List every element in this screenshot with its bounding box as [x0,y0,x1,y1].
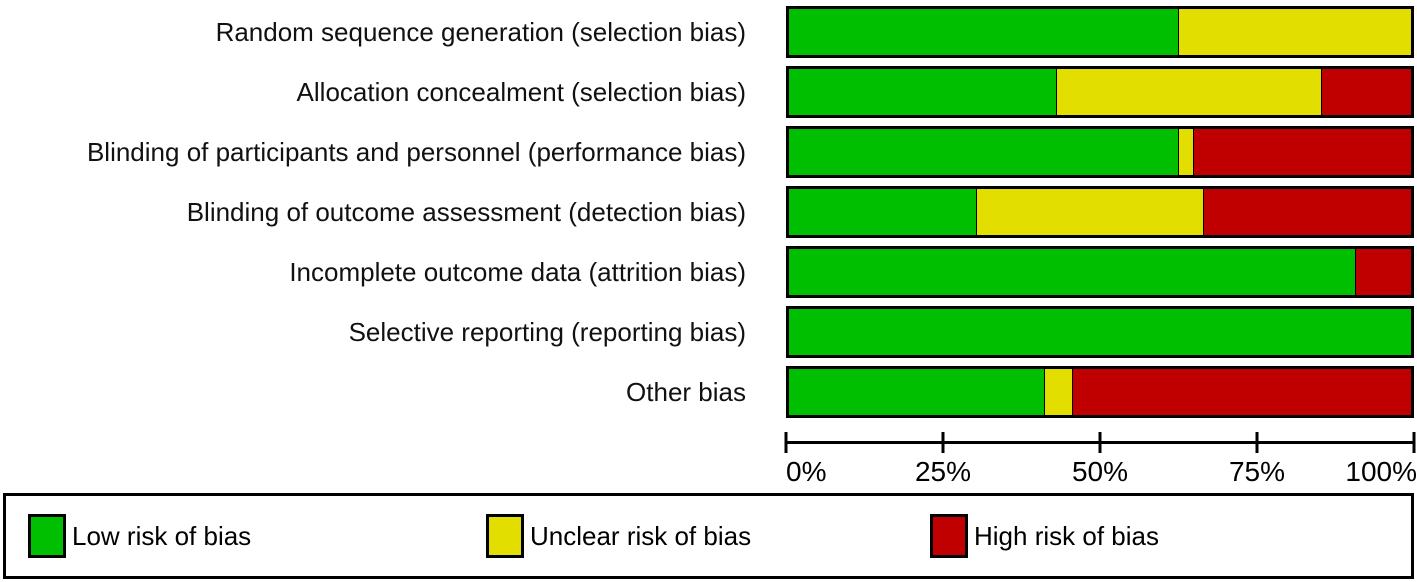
legend-item: Unclear risk of bias [486,514,751,558]
legend-color-swatch [28,514,66,558]
stacked-bar [786,306,1414,358]
row-label: Blinding of outcome assessment (detectio… [186,196,746,227]
bar-row: Blinding of outcome assessment (detectio… [0,186,1417,238]
high-risk-segment [1320,69,1411,115]
unclear-risk-segment [1177,9,1411,55]
bar-row: Other bias [0,366,1417,418]
legend-color-swatch [930,514,968,558]
stacked-bar [786,66,1414,118]
legend: Low risk of bias Unclear risk of bias Hi… [3,493,1414,579]
low-risk-segment [789,9,1178,55]
axis-tick [1098,432,1102,453]
stacked-bar [786,126,1414,178]
legend-item-label: Low risk of bias [72,520,252,551]
unclear-risk-segment [1177,129,1194,175]
bar-chart-area: Random sequence generation (selection bi… [0,6,1417,418]
high-risk-segment [1355,249,1411,295]
bar-row: Blinding of participants and personnel (… [0,126,1417,178]
axis-tick-label: 75% [1228,456,1286,487]
stacked-bar [786,6,1414,58]
low-risk-segment [789,309,1411,355]
axis-tick-label: 25% [914,456,972,487]
bar-row: Selective reporting (reporting bias) [0,306,1417,358]
row-label: Blinding of participants and personnel (… [86,136,746,167]
axis-tick [1412,432,1416,453]
row-label: Incomplete outcome data (attrition bias) [289,256,746,287]
legend-item: Low risk of bias [28,514,251,558]
low-risk-segment [789,369,1045,415]
row-label: Allocation concealment (selection bias) [296,76,746,107]
legend-color-swatch [486,514,524,558]
low-risk-segment [789,189,976,235]
unclear-risk-segment [975,189,1203,235]
row-label: Selective reporting (reporting bias) [348,316,746,347]
axis-tick-label: 100% [1345,456,1417,487]
low-risk-segment [789,129,1178,175]
x-axis: 0% 25% 50% 75% 100% [784,426,1417,492]
axis-tick-label: 50% [1071,456,1129,487]
stacked-bar [786,186,1414,238]
legend-item-label: Unclear risk of bias [530,520,752,551]
bar-row: Random sequence generation (selection bi… [0,6,1417,58]
bar-row: Allocation concealment (selection bias) [0,66,1417,118]
low-risk-segment [789,69,1057,115]
legend-item: High risk of bias [930,514,1159,558]
high-risk-segment [1072,369,1411,415]
row-label: Random sequence generation (selection bi… [215,16,746,47]
axis-tick [784,432,788,453]
row-label: Other bias [626,376,746,407]
unclear-risk-segment [1044,369,1072,415]
stacked-bar [786,246,1414,298]
low-risk-segment [789,249,1356,295]
high-risk-segment [1202,189,1411,235]
unclear-risk-segment [1056,69,1321,115]
stacked-bar [786,366,1414,418]
high-risk-segment [1193,129,1411,175]
legend-item-label: High risk of bias [974,520,1159,551]
axis-tick-label: 0% [786,456,827,487]
bar-row: Incomplete outcome data (attrition bias) [0,246,1417,298]
axis-tick [941,432,945,453]
axis-tick [1255,432,1259,453]
